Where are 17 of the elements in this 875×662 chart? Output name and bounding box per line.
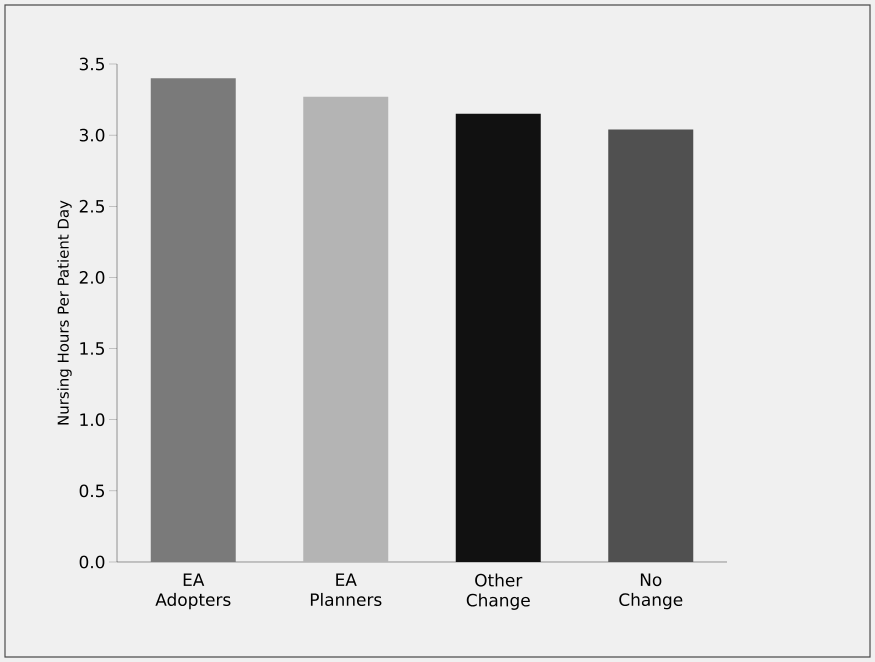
x-tick-label: No Change bbox=[619, 574, 682, 610]
y-tick-label: 3.5 bbox=[80, 58, 104, 70]
y-tick-label: 1.5 bbox=[80, 342, 104, 355]
bar bbox=[303, 96, 388, 562]
y-tick-label: 2.0 bbox=[80, 271, 104, 284]
y-tick-label: 0.5 bbox=[80, 484, 104, 498]
y-tick-label: 3.0 bbox=[80, 128, 104, 142]
y-axis-title: Nursing Hours Per Patient Day bbox=[57, 200, 72, 424]
bar bbox=[456, 114, 541, 562]
x-tick-label: EA Planners bbox=[310, 574, 382, 606]
x-tick-label: Other Change bbox=[466, 574, 530, 610]
y-tick-label: 0.0 bbox=[80, 556, 104, 568]
bar bbox=[150, 78, 236, 562]
x-tick-label: EA Adopters bbox=[155, 574, 230, 610]
y-tick-label: 1.0 bbox=[80, 413, 104, 426]
bar bbox=[608, 129, 694, 562]
y-tick-label: 2.5 bbox=[80, 200, 104, 213]
